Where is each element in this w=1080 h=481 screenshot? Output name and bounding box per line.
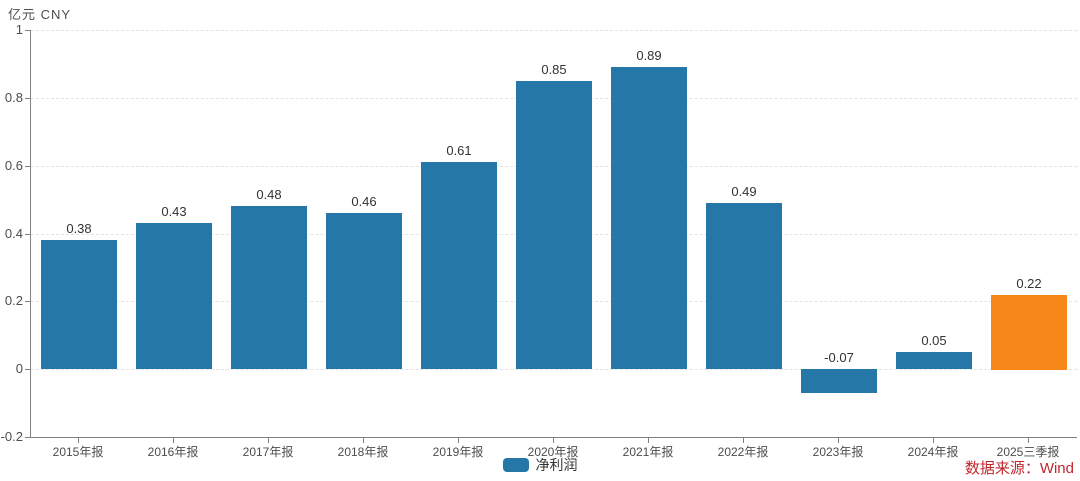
bar-value-label: 0.05 bbox=[921, 333, 947, 348]
x-axis-tick bbox=[553, 438, 554, 443]
bar-value-label: 0.46 bbox=[351, 194, 377, 209]
bar-value-label: 0.61 bbox=[446, 143, 472, 158]
legend-swatch bbox=[502, 458, 529, 472]
y-axis-tick-label: -0.2 bbox=[0, 429, 23, 444]
x-axis-tick bbox=[173, 438, 174, 443]
plot-area: 0.38 0.43 0.48 0.46 0.61 0.85 0.89 0.49 -0.07 0.0… bbox=[30, 30, 1077, 438]
y-axis-tick bbox=[25, 165, 30, 167]
bar-value-label: 0.38 bbox=[66, 221, 92, 236]
bar-2023年报[interactable] bbox=[801, 369, 877, 393]
y-axis-tick bbox=[25, 437, 30, 438]
x-axis-label: 2018年报 bbox=[337, 445, 389, 459]
bar-2022年报[interactable] bbox=[706, 203, 782, 369]
x-axis-label: 2017年报 bbox=[242, 445, 294, 459]
y-axis-tick-label: 0.8 bbox=[4, 89, 23, 105]
x-axis-label: 2016年报 bbox=[147, 445, 199, 459]
bar-value-label: -0.07 bbox=[824, 350, 854, 365]
bar-value-label: 0.89 bbox=[636, 48, 662, 63]
x-axis-tick bbox=[78, 438, 79, 443]
source-note: 数据来源：Wind bbox=[964, 460, 1074, 477]
x-axis-tick bbox=[648, 438, 649, 443]
bar-2024年报[interactable] bbox=[896, 352, 972, 369]
bar-2019年报[interactable] bbox=[421, 162, 497, 369]
x-axis-label: 2021年报 bbox=[622, 445, 674, 459]
y-axis-tick-label: 1 bbox=[15, 22, 23, 37]
x-axis-tick bbox=[458, 438, 459, 443]
x-axis-label: 2024年报 bbox=[907, 445, 959, 459]
y-axis-tick bbox=[25, 369, 30, 371]
x-axis-label: 2020年报 bbox=[527, 445, 579, 459]
unit-label: 亿元 CNY bbox=[8, 7, 72, 22]
x-axis-label: 2025三季报 bbox=[996, 445, 1060, 459]
gridline bbox=[31, 30, 1077, 31]
x-axis-tick bbox=[363, 438, 364, 443]
x-axis-tick bbox=[743, 438, 744, 443]
x-axis-label: 2015年报 bbox=[52, 445, 104, 459]
legend-label: 净利润 bbox=[535, 457, 578, 473]
y-axis-tick bbox=[25, 301, 30, 303]
bar-2025三季报[interactable] bbox=[991, 295, 1067, 370]
bar-2021年报[interactable] bbox=[611, 67, 687, 369]
bar-value-label: 0.85 bbox=[541, 62, 567, 77]
gridline bbox=[31, 369, 1077, 371]
y-axis-tick bbox=[25, 97, 30, 99]
x-axis-tick bbox=[933, 438, 934, 443]
y-axis-tick-label: 0.4 bbox=[4, 225, 23, 241]
legend-item-net-profit[interactable]: 净利润 bbox=[0, 455, 1080, 475]
y-axis-tick bbox=[25, 233, 30, 235]
bar-value-label: 0.22 bbox=[1016, 276, 1042, 291]
x-axis-tick bbox=[268, 438, 269, 443]
bar-2020年报[interactable] bbox=[516, 81, 592, 369]
x-axis-tick bbox=[838, 438, 839, 443]
bar-value-label: 0.43 bbox=[161, 204, 187, 219]
y-axis-tick-label: 0.6 bbox=[4, 157, 23, 173]
x-axis-label: 2023年报 bbox=[812, 445, 864, 459]
y-axis-tick-label: 0.2 bbox=[4, 293, 23, 309]
x-axis-label: 2022年报 bbox=[717, 445, 769, 459]
bar-value-label: 0.48 bbox=[256, 187, 282, 202]
y-axis-tick bbox=[25, 30, 30, 31]
x-axis-label: 2019年报 bbox=[432, 445, 484, 459]
x-axis-tick bbox=[1028, 438, 1029, 443]
bar-2016年报[interactable] bbox=[136, 223, 212, 369]
y-axis-tick-label: 0 bbox=[15, 361, 23, 377]
bar-2017年报[interactable] bbox=[231, 206, 307, 369]
bar-2015年报[interactable] bbox=[41, 240, 117, 369]
bar-value-label: 0.49 bbox=[731, 184, 757, 199]
bar-2018年报[interactable] bbox=[326, 213, 402, 369]
